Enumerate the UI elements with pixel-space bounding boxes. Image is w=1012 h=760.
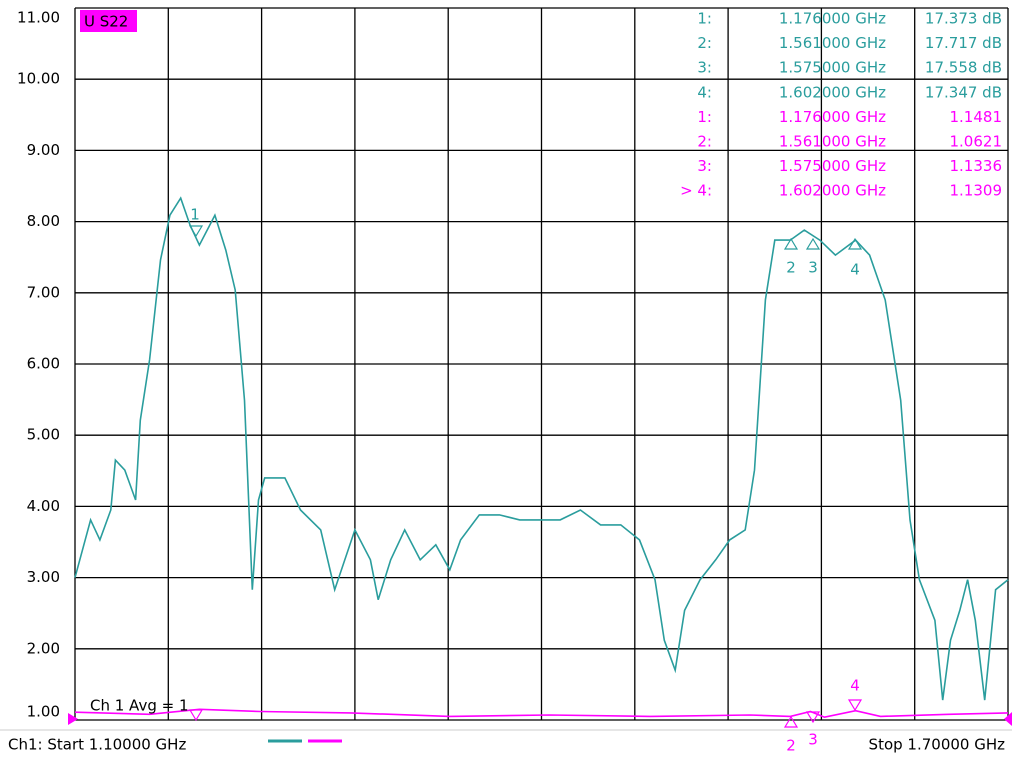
trace bbox=[74, 196, 1009, 701]
marker-table-cell: > 4: bbox=[680, 182, 712, 200]
marker-table-cell: 17.373 dB bbox=[925, 10, 1002, 28]
reference-marker bbox=[68, 713, 78, 725]
marker-table-cell: 1.602000 GHz bbox=[779, 83, 886, 101]
markers: 12 3 42 34 bbox=[188, 206, 863, 755]
y-tick-label: 8.00 bbox=[27, 212, 60, 230]
marker-table-cell: 1.1481 bbox=[950, 108, 1003, 126]
y-tick-label: 3.00 bbox=[27, 568, 60, 586]
marker-symbol bbox=[847, 699, 863, 712]
marker-symbol bbox=[783, 237, 799, 250]
y-tick-label: 2.00 bbox=[27, 639, 60, 657]
start-label: Ch1: Start 1.10000 GHz bbox=[8, 736, 186, 754]
marker-table-cell: 1.176000 GHz bbox=[779, 108, 886, 126]
marker-table-cell: 1: bbox=[697, 10, 712, 28]
marker-label: 3 bbox=[808, 731, 818, 749]
traces bbox=[74, 196, 1009, 719]
marker-label: 4 bbox=[850, 677, 860, 695]
marker-symbol bbox=[783, 715, 799, 728]
marker-table-cell: 1.602000 GHz bbox=[779, 182, 886, 200]
trace-label: U S22 bbox=[84, 13, 128, 31]
y-tick-label: 1.00 bbox=[27, 703, 60, 721]
marker-symbol bbox=[188, 709, 204, 722]
marker-label: 2 bbox=[786, 259, 796, 277]
marker-symbol bbox=[805, 237, 821, 250]
trace bbox=[74, 708, 1009, 719]
marker-symbol bbox=[847, 237, 863, 250]
marker-table-cell: 3: bbox=[697, 157, 712, 175]
marker-table-cell: 2: bbox=[697, 34, 712, 52]
y-tick-label: 6.00 bbox=[27, 355, 60, 373]
marker-table-cell: 1.1309 bbox=[950, 182, 1003, 200]
marker-table-cell: 1.0621 bbox=[950, 133, 1003, 151]
marker-table-cell: 1.561000 GHz bbox=[779, 133, 886, 151]
marker-label: 4 bbox=[850, 261, 860, 279]
marker-table-cell: 1.575000 GHz bbox=[779, 157, 886, 175]
y-tick-label: 7.00 bbox=[27, 283, 60, 301]
stop-label: Stop 1.70000 GHz bbox=[869, 736, 1006, 754]
grid: 1.00 2.00 3.00 4.00 5.00 6.00 7.00 8.00 9.00 10.0… bbox=[17, 7, 1009, 721]
marker-symbol bbox=[188, 225, 204, 238]
marker-table-cell: 17.717 dB bbox=[925, 34, 1002, 52]
marker-symbol bbox=[805, 711, 821, 724]
marker-table-cell: 1.176000 GHz bbox=[779, 10, 886, 28]
marker-table: 1: 1.176000 GHz 17.373 dB 2: 1.561000 GHz 17.… bbox=[680, 10, 1002, 200]
marker-table-cell: 4: bbox=[697, 83, 712, 101]
y-tick-label: 5.00 bbox=[27, 426, 60, 444]
reference-marker bbox=[1004, 712, 1012, 726]
marker-table-cell: 2: bbox=[697, 133, 712, 151]
marker-label: 2 bbox=[786, 737, 796, 755]
y-tick-label: 9.00 bbox=[27, 141, 60, 159]
y-tick-label: 11.00 bbox=[17, 9, 60, 27]
marker-table-cell: 1: bbox=[697, 108, 712, 126]
marker-label: 3 bbox=[808, 259, 818, 277]
y-tick-label: 4.00 bbox=[27, 497, 60, 515]
y-tick-label: 10.00 bbox=[17, 70, 60, 88]
marker-table-cell: 3: bbox=[697, 59, 712, 77]
marker-table-cell: 1.561000 GHz bbox=[779, 34, 886, 52]
averaging: Ch 1 Avg = 1 bbox=[90, 697, 189, 715]
marker-table-cell: 17.347 dB bbox=[925, 83, 1002, 101]
marker-table-cell: 17.558 dB bbox=[925, 59, 1002, 77]
marker-label: 1 bbox=[190, 206, 200, 224]
marker-table-cell: 1.1336 bbox=[950, 157, 1003, 175]
trace-label-box bbox=[80, 10, 137, 32]
marker-table-cell: 1.575000 GHz bbox=[779, 59, 886, 77]
